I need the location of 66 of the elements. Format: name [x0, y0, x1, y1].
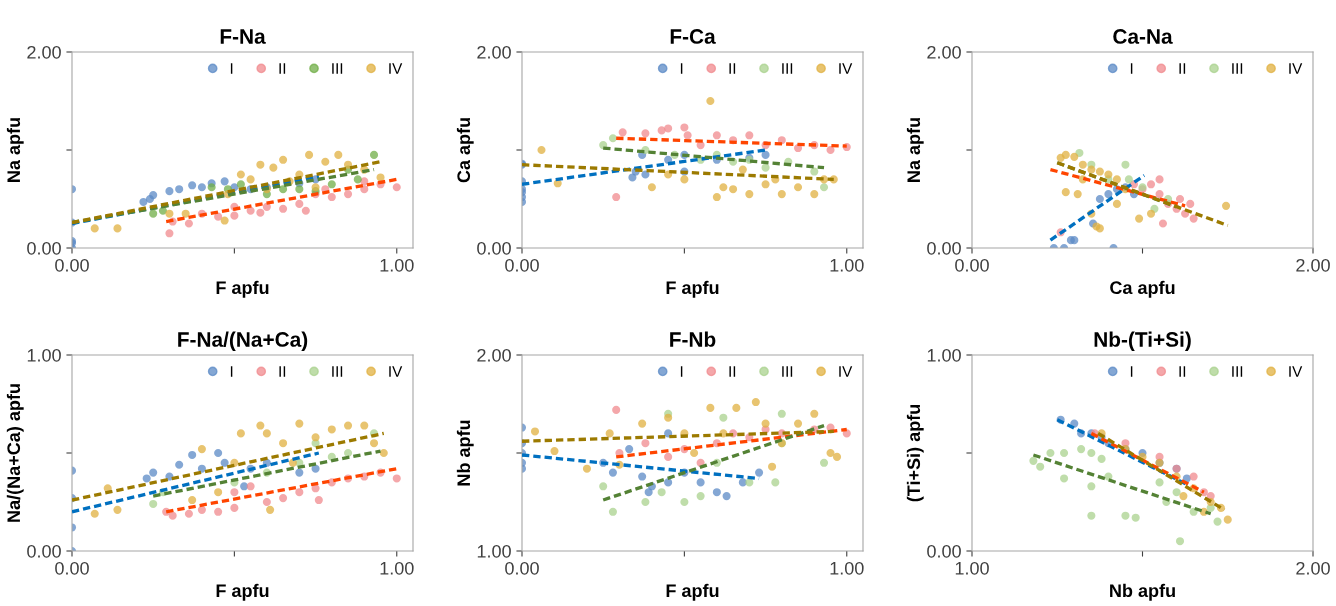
- y-tick-label: 0.00: [927, 544, 961, 558]
- legend-label: III: [332, 63, 343, 74]
- legend-label: III: [782, 63, 793, 74]
- y-tick-label: 2.00: [27, 45, 61, 59]
- x-tick-label: 0.00: [955, 258, 989, 272]
- legend-label: II: [279, 63, 286, 74]
- y-axis-title: Ca apfu: [456, 118, 474, 183]
- y-tick-label: 1.00: [27, 348, 61, 362]
- y-axis-title: (Ti+Si) apfu: [906, 404, 924, 502]
- legend-label: II: [1179, 63, 1186, 74]
- legend-label: III: [782, 366, 793, 377]
- x-tick-label: 1.00: [830, 561, 864, 575]
- chart-title: F-Na: [220, 29, 266, 44]
- legend-label: I: [1130, 366, 1133, 377]
- chart-title: Nb-(Ti+Si): [1094, 331, 1191, 351]
- legend-label: I: [680, 366, 683, 377]
- x-axis-title: Nb apfu: [1110, 583, 1175, 601]
- y-tick-label: 0.00: [477, 241, 511, 255]
- chart-title: F-Na/(Na+Ca): [178, 331, 308, 351]
- x-tick-label: 1.00: [955, 561, 989, 575]
- legend-label: IV: [389, 63, 403, 74]
- y-tick-label: 1.00: [477, 544, 511, 558]
- legend-label: II: [279, 366, 286, 377]
- legend-label: II: [1179, 366, 1186, 377]
- legend-label: I: [680, 63, 683, 74]
- y-axis-title: Na apfu: [6, 118, 24, 182]
- y-tick-label: 1.00: [927, 348, 961, 362]
- x-tick-label: 1.00: [830, 258, 864, 272]
- legend-label: II: [729, 63, 736, 74]
- x-tick-label: 2.00: [1296, 561, 1330, 575]
- legend-label: IV: [1289, 63, 1303, 74]
- y-tick-label: 0.00: [927, 241, 961, 255]
- legend-label: III: [332, 366, 343, 377]
- x-tick-label: 0.00: [505, 258, 539, 272]
- x-tick-label: 0.00: [55, 258, 89, 272]
- legend-label: III: [1232, 366, 1243, 377]
- x-tick-label: 0.00: [505, 561, 539, 575]
- legend-label: IV: [389, 366, 403, 377]
- x-axis-title: F apfu: [216, 280, 269, 298]
- legend-label: II: [729, 366, 736, 377]
- x-tick-label: 0.00: [55, 561, 89, 575]
- legend-label: I: [230, 63, 233, 74]
- legend-label: IV: [839, 63, 853, 74]
- y-tick-label: 0.00: [27, 544, 61, 558]
- y-tick-label: 0.00: [27, 241, 61, 255]
- legend-label: IV: [1289, 366, 1303, 377]
- x-tick-label: 2.00: [1296, 258, 1330, 272]
- x-axis-title: F apfu: [666, 583, 719, 601]
- y-tick-label: 2.00: [927, 45, 961, 59]
- legend-label: I: [230, 366, 233, 377]
- x-axis-title: F apfu: [216, 583, 269, 601]
- y-tick-label: 2.00: [477, 348, 511, 362]
- x-tick-label: 1.00: [380, 561, 414, 575]
- legend-label: III: [1232, 63, 1243, 74]
- chart-title: F-Nb: [670, 331, 716, 347]
- chart-title: Ca-Na: [1113, 29, 1173, 44]
- y-axis-title: Na/(Na+Ca) apfu: [6, 384, 24, 522]
- chart-title: F-Ca: [670, 29, 716, 44]
- legend-label: IV: [839, 366, 853, 377]
- legend-label: I: [1130, 63, 1133, 74]
- x-tick-label: 1.00: [380, 258, 414, 272]
- x-axis-title: F apfu: [666, 280, 719, 298]
- x-axis-title: Ca apfu: [1110, 280, 1175, 298]
- y-axis-title: Nb apfu: [456, 420, 474, 486]
- y-axis-title: Na apfu: [906, 118, 924, 182]
- y-tick-label: 2.00: [477, 45, 511, 59]
